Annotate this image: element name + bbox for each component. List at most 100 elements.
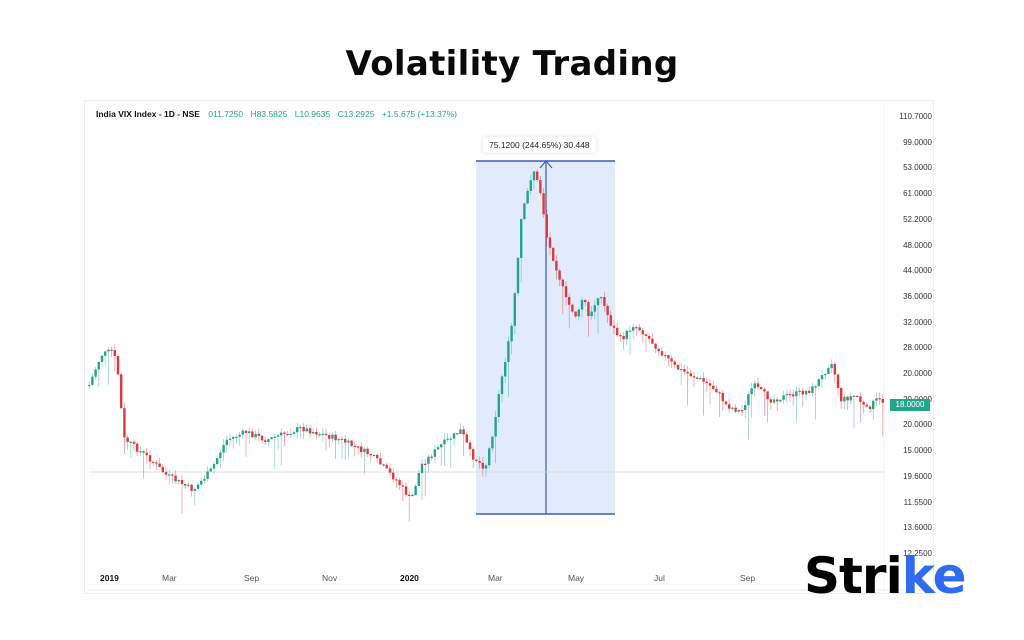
candle: [142, 451, 145, 453]
candle: [241, 430, 244, 435]
candle: [587, 302, 590, 317]
candle: [862, 401, 865, 405]
brand-text-accent: ke: [901, 547, 967, 605]
candle: [225, 439, 228, 445]
candle: [392, 472, 395, 480]
candles-group: [88, 168, 884, 522]
candle: [472, 449, 475, 460]
candle: [500, 376, 504, 395]
x-tick-label: Mar: [162, 573, 177, 583]
candle: [715, 388, 718, 393]
candle: [408, 494, 411, 496]
candle: [296, 427, 299, 433]
candle: [353, 445, 356, 448]
candle: [872, 400, 875, 410]
candle: [657, 348, 660, 352]
y-tick-label: 32.0000: [903, 317, 932, 327]
candle: [648, 336, 651, 339]
candle: [664, 355, 667, 357]
candle: [753, 383, 756, 389]
candle: [622, 335, 625, 340]
y-tick-label: 12.2500: [903, 548, 932, 558]
x-tick-label: Jul: [654, 573, 665, 583]
candle: [881, 398, 884, 403]
y-tick-label: 44.0000: [903, 266, 932, 276]
candle: [222, 444, 225, 453]
candle: [94, 369, 97, 377]
candle: [660, 351, 664, 356]
candle: [708, 383, 712, 386]
candle: [404, 486, 408, 495]
candle: [580, 299, 584, 310]
candle: [337, 439, 340, 441]
candle: [88, 384, 91, 387]
candle: [702, 377, 705, 382]
candle: [824, 374, 827, 376]
candle: [171, 474, 174, 476]
candle: [248, 431, 251, 434]
candle: [612, 325, 616, 328]
candle: [724, 401, 728, 405]
y-tick-label: 28.0000: [903, 343, 932, 353]
candle: [276, 435, 280, 437]
candle: [526, 190, 529, 204]
candle: [411, 494, 414, 497]
candle: [792, 394, 795, 397]
x-tick-label: Mar: [488, 573, 503, 583]
candle: [689, 373, 692, 377]
close-value: C13.2925: [337, 109, 375, 119]
candle: [488, 448, 491, 466]
candle: [516, 257, 520, 294]
candle: [228, 438, 232, 440]
candle: [686, 371, 689, 374]
x-tick-label: May: [568, 573, 585, 583]
y-tick-label: 52.2000: [903, 214, 932, 224]
candle: [305, 428, 308, 432]
candle: [427, 456, 430, 464]
candle: [238, 434, 241, 437]
candle: [110, 349, 113, 351]
candle: [456, 433, 459, 435]
candle: [100, 355, 104, 362]
candle: [651, 338, 654, 344]
candle: [750, 388, 753, 395]
candle: [737, 409, 740, 412]
candle: [769, 399, 772, 403]
candle: [641, 330, 644, 335]
page-title: Volatility Trading: [345, 44, 679, 84]
candle: [491, 436, 494, 449]
candle: [532, 171, 536, 181]
candle: [785, 394, 788, 396]
y-tick-label: 48.0000: [903, 240, 932, 250]
candle: [366, 448, 369, 454]
candle: [779, 399, 782, 402]
y-tick-label: 19.6000: [903, 471, 932, 481]
candle: [372, 454, 376, 457]
candle: [744, 405, 747, 411]
candle: [244, 430, 248, 434]
candle: [302, 426, 305, 432]
x-tick-label: Sep: [244, 573, 260, 583]
low-value: L10.9635: [294, 109, 331, 119]
candle: [721, 392, 724, 402]
measure-tooltip: 75.1200 (244.65%) 30.448: [483, 137, 596, 153]
candle: [596, 298, 600, 306]
candle: [177, 480, 180, 482]
candle: [193, 488, 196, 491]
candle: [600, 297, 603, 299]
candle: [190, 484, 193, 491]
x-tick-label: 2019: [100, 573, 119, 583]
y-tick-label: 61.0000: [903, 189, 932, 199]
candle: [363, 448, 366, 453]
candle: [625, 330, 628, 340]
candle: [308, 428, 312, 434]
candle: [465, 434, 468, 443]
candle: [264, 440, 267, 442]
y-tick-label: 11.5500: [903, 497, 932, 507]
candle: [558, 270, 561, 280]
y-tick-label: 99.0000: [903, 137, 932, 147]
y-tick-label: 20.0000: [903, 369, 932, 378]
brand-text: Stri: [804, 547, 903, 605]
candle: [577, 309, 580, 317]
